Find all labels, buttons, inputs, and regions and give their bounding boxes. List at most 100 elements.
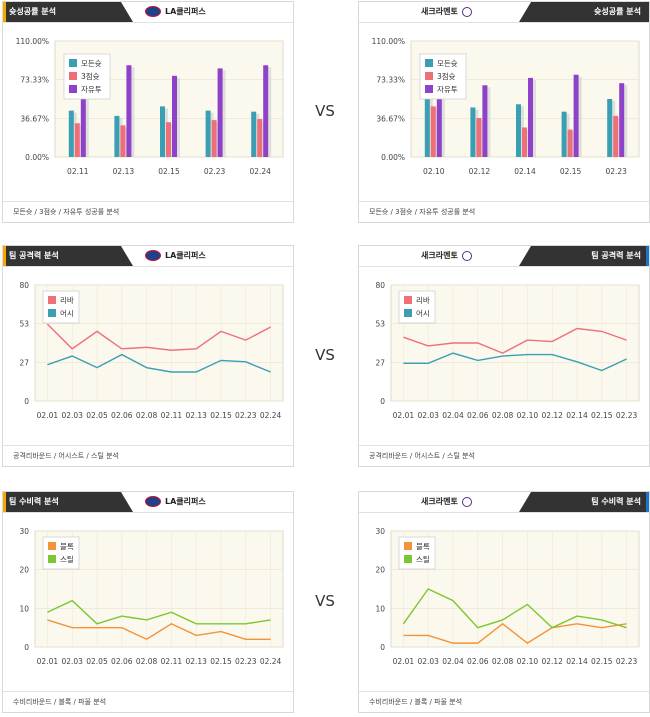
y-tick-label: 30 xyxy=(19,527,29,536)
panel-footer: 모든슛 / 3점슛 / 자유투 성공률 분석 xyxy=(3,201,293,222)
x-tick-label: 02.06 xyxy=(111,411,133,420)
clippers-logo-icon xyxy=(145,496,161,507)
x-tick-label: 02.03 xyxy=(61,657,83,666)
y-tick-label: 20 xyxy=(19,566,29,575)
team-name-right: 새크라멘토 xyxy=(421,2,472,22)
x-tick-label: 02.13 xyxy=(185,657,207,666)
legend-swatch xyxy=(404,309,412,317)
bar xyxy=(424,95,430,157)
bar xyxy=(120,125,126,157)
legend-swatch xyxy=(69,85,77,93)
bar-shadow xyxy=(609,101,616,157)
defense-panel-left: 팀 수비력 분석 LA클리퍼스 0 10 20 30 02.01 02.03 02.05 02… xyxy=(2,491,294,713)
bar xyxy=(476,117,482,157)
x-tick-label: 02.08 xyxy=(492,657,514,666)
y-tick-label: 73.33% xyxy=(20,76,49,85)
legend-swatch xyxy=(404,542,412,550)
y-tick-label: 0.00% xyxy=(381,153,405,162)
series-line xyxy=(47,599,271,625)
bar xyxy=(68,110,74,157)
clippers-logo-icon xyxy=(145,250,161,261)
x-tick-label: 02.15 xyxy=(158,167,180,176)
x-tick-label: 02.15 xyxy=(591,411,613,420)
panel-header: 새크라멘토 팀 수비력 분석 xyxy=(359,492,649,513)
legend-label: 어시 xyxy=(416,308,430,318)
kings-logo-icon xyxy=(461,496,472,507)
bar xyxy=(126,65,132,157)
panel-title: 팀 공격력 분석 xyxy=(3,246,133,266)
x-tick-label: 02.12 xyxy=(541,411,563,420)
legend-swatch xyxy=(69,59,77,67)
y-tick-label: 80 xyxy=(19,281,29,290)
panel-title: 팀 수비력 분석 xyxy=(519,492,649,512)
series-line xyxy=(402,588,627,629)
panel-footer: 공격리바운드 / 어시스트 / 스틸 분석 xyxy=(3,445,293,466)
x-tick-label: 02.06 xyxy=(111,657,133,666)
x-tick-label: 02.01 xyxy=(393,411,415,420)
bar xyxy=(211,120,217,157)
panel-header: 새크라멘토 슛성공률 분석 xyxy=(359,2,649,23)
x-tick-label: 02.23 xyxy=(616,657,638,666)
y-tick-label: 0 xyxy=(24,643,29,652)
shoot-panel-left: 슛성공률 분석 LA클리퍼스 0.00% 36.67% 73.33% 110.00% 0… xyxy=(2,1,294,223)
x-tick-label: 02.23 xyxy=(235,411,257,420)
chart-shoot-left: 0.00% 36.67% 73.33% 110.00% 02.11 02.13 02.15 0… xyxy=(16,37,284,176)
y-tick-label: 0.00% xyxy=(25,153,49,162)
bar xyxy=(528,77,533,157)
legend-label: 3점슛 xyxy=(437,71,456,81)
bar xyxy=(561,111,567,157)
bar xyxy=(482,85,488,157)
y-tick-label: 110.00% xyxy=(16,37,49,46)
shoot-panel-right: 새크라멘토 슛성공률 분석 0.00% 36.67% 73.33% 110.00% 02… xyxy=(358,1,650,223)
x-tick-label: 02.24 xyxy=(260,657,282,666)
x-tick-label: 02.10 xyxy=(517,411,539,420)
bar xyxy=(516,104,521,157)
legend-label: 3점슛 xyxy=(81,71,100,81)
x-tick-label: 02.15 xyxy=(591,657,613,666)
x-tick-label: 02.10 xyxy=(423,167,445,176)
defense-panel-right: 새크라멘토 팀 수비력 분석 0 10 20 30 02.01 02.03 02.04 02.… xyxy=(358,491,650,713)
x-tick-label: 02.12 xyxy=(541,657,563,666)
y-tick-label: 73.33% xyxy=(376,76,405,85)
x-tick-label: 02.03 xyxy=(417,411,439,420)
legend-swatch xyxy=(48,555,56,563)
series-line xyxy=(403,622,627,644)
team-label: 새크라멘토 xyxy=(421,7,458,16)
panel-footer: 수비리바운드 / 블록 / 파울 분석 xyxy=(359,691,649,712)
bar xyxy=(166,122,171,157)
y-tick-label: 27 xyxy=(19,358,29,367)
legend-box xyxy=(42,290,80,324)
panel-header: 슛성공률 분석 LA클리퍼스 xyxy=(3,2,293,23)
legend-label: 리바 xyxy=(60,295,74,305)
panel-title: 슛성공률 분석 xyxy=(519,2,649,22)
legend-swatch xyxy=(48,296,56,304)
attack-panel-right: 새크라멘토 팀 공격력 분석 0 27 53 80 02.01 02.03 02.04 02.… xyxy=(358,245,650,467)
legend-swatch xyxy=(425,72,433,80)
panel-title: 팀 공격력 분석 xyxy=(519,246,649,266)
x-tick-label: 02.01 xyxy=(37,411,59,420)
bar xyxy=(430,106,436,157)
vs-label: VS xyxy=(315,592,335,610)
vs-label: VS xyxy=(315,102,335,120)
legend-swatch xyxy=(425,59,433,67)
y-tick-label: 36.67% xyxy=(376,114,405,123)
y-tick-label: 36.67% xyxy=(20,114,49,123)
x-tick-label: 02.15 xyxy=(560,167,582,176)
series-line xyxy=(403,327,627,354)
legend-label: 모든슛 xyxy=(437,59,458,68)
y-tick-label: 0 xyxy=(380,397,385,406)
bar xyxy=(217,68,223,157)
x-tick-label: 02.15 xyxy=(210,411,232,420)
x-tick-label: 02.08 xyxy=(136,657,158,666)
bar xyxy=(613,115,619,157)
panel-footer: 공격리바운드 / 어시스트 / 스틸 분석 xyxy=(359,445,649,466)
x-tick-label: 02.04 xyxy=(442,657,464,666)
bar xyxy=(619,83,625,157)
legend-swatch xyxy=(48,542,56,550)
bar xyxy=(263,65,269,157)
series-line xyxy=(47,619,271,641)
bar xyxy=(80,91,86,157)
bar xyxy=(74,123,80,157)
